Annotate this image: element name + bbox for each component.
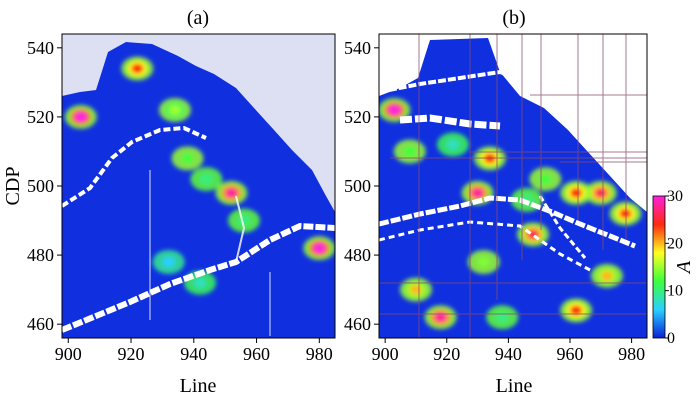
panel-a-x-tick-label: 960 (243, 344, 270, 364)
hotspot-core (434, 312, 447, 323)
panel-b-y-tick-label: 480 (344, 245, 371, 265)
panel-b-reflectors (379, 69, 636, 272)
hotspot-core (200, 174, 213, 185)
hotspot-core (477, 257, 490, 267)
panel-b-x-tick-label: 960 (556, 344, 583, 364)
hotspot-core (600, 270, 613, 281)
panel-b-title: (b) (502, 7, 525, 29)
panel-a-x-tick-label: 920 (118, 344, 145, 364)
hotspot-core (313, 243, 326, 254)
panel-b-x-tick-label: 980 (618, 344, 645, 364)
panel-a-title: (a) (187, 7, 209, 29)
colorbar-tick-label: 30 (667, 188, 683, 205)
hotspot-core (74, 111, 87, 122)
hotspot-core (619, 208, 632, 219)
hotspot-core (194, 277, 207, 288)
panel-a-plot-area (62, 34, 335, 338)
colorbar-tick-label: 0 (667, 330, 675, 347)
panel-a-y-tick-label: 460 (27, 314, 54, 334)
panel-b-axes: 900 920 940 960 980 460 480 500 520 540 (344, 38, 645, 364)
panel-b-x-tick-label: 940 (495, 344, 522, 364)
panel-a-x-tick-label: 900 (55, 344, 82, 364)
hotspot-core (225, 187, 238, 198)
panel-a-axes: 900 920 940 960 980 460 480 500 520 540 (27, 38, 333, 364)
hotspot-core (570, 305, 583, 316)
hotspot-core (168, 105, 181, 115)
panel-b-y-tick-label: 520 (344, 107, 371, 127)
panel-b: (b) (344, 7, 648, 397)
colorbar-gradient (652, 195, 666, 339)
panel-a-hotspots (64, 56, 335, 295)
colorbar-label: A (673, 260, 695, 275)
hotspot-core (131, 63, 144, 74)
hotspot-core (403, 146, 416, 157)
hotspot-core (409, 284, 422, 295)
colorbar: 0 10 20 30 A (652, 188, 695, 347)
hotspot-core (471, 187, 484, 198)
panel-a-x-tick-label: 940 (180, 344, 207, 364)
hotspot-core (539, 174, 552, 185)
panel-b-y-tick-label: 540 (344, 38, 371, 58)
hotspot-core (570, 187, 583, 198)
panel-b-x-tick-label: 920 (433, 344, 460, 364)
panel-a-y-tick-label: 540 (27, 38, 54, 58)
panel-b-plot-area (379, 34, 647, 338)
hotspot-core (446, 139, 459, 150)
panel-a-y-tick-label: 520 (27, 107, 54, 127)
panel-a-x-tick-label: 980 (306, 344, 333, 364)
panel-a-y-tick-label: 500 (27, 176, 54, 196)
hotspot-core (388, 105, 401, 115)
panel-a-x-label: Line (180, 375, 217, 397)
hotspot-core (594, 187, 607, 198)
panel-a-y-tick-label: 480 (27, 245, 54, 265)
panel-b-y-tick-label: 460 (344, 314, 371, 334)
hotspot-core (181, 153, 194, 164)
panel-a-data-region (62, 42, 335, 338)
colorbar-ticks: 0 10 20 30 (665, 188, 683, 347)
panel-a-reflectors (62, 125, 335, 336)
panel-a-y-label: CDP (2, 167, 24, 206)
panel-b-grid-lines (379, 34, 647, 338)
colorbar-tick-label: 20 (667, 235, 683, 252)
panel-b-x-label: Line (496, 375, 533, 397)
panel-b-x-tick-label: 900 (372, 344, 399, 364)
colorbar-tick-label: 10 (667, 283, 683, 300)
hotspot-core (496, 312, 509, 323)
hotspot-core (162, 257, 175, 267)
panel-b-y-tick-label: 500 (344, 176, 371, 196)
